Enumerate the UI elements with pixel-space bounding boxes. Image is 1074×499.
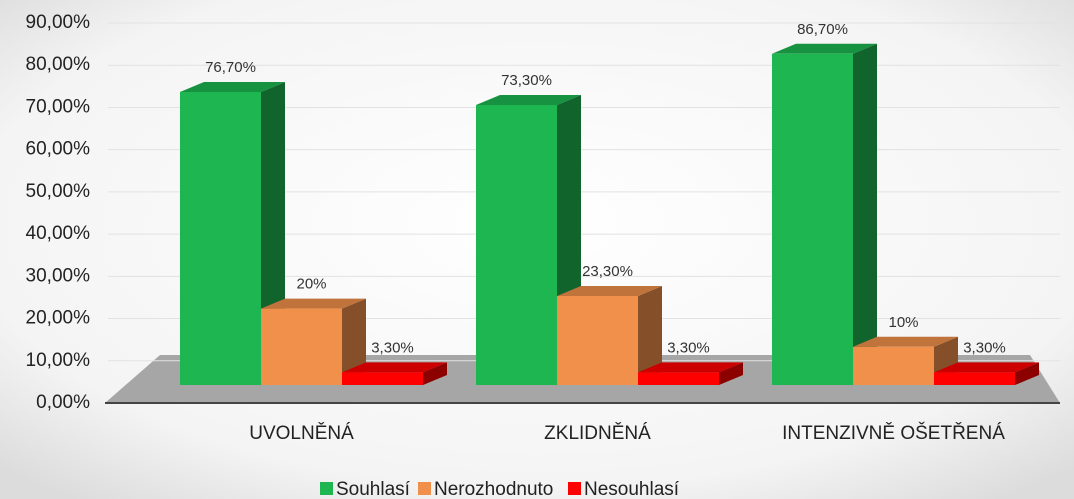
bar-side <box>1015 362 1039 385</box>
bar <box>476 104 557 385</box>
bar-top <box>934 362 1039 373</box>
bar-top <box>476 94 581 105</box>
value-label: 76,70% <box>205 59 256 76</box>
value-label: 23,30% <box>582 263 633 280</box>
bar <box>180 92 261 386</box>
y-tick-label: 40,00% <box>26 223 91 244</box>
y-tick-label: 90,00% <box>26 12 91 33</box>
bar <box>261 308 342 385</box>
legend-label: Nesouhlasí <box>584 479 680 499</box>
bar-top <box>853 336 958 347</box>
legend-label: Souhlasí <box>336 479 411 499</box>
bar-side <box>719 362 743 385</box>
bar-top <box>772 43 877 54</box>
legend-swatch <box>320 482 333 495</box>
x-tick-label: UVOLNĚNÁ <box>249 422 354 444</box>
x-tick-label: ZKLIDNĚNÁ <box>544 422 651 444</box>
legend-swatch <box>568 482 581 495</box>
y-tick-label: 50,00% <box>26 181 91 202</box>
x-tick-label: INTENZIVNĚ OŠETŘENÁ <box>782 422 1005 444</box>
bar-top <box>557 285 662 296</box>
bar <box>557 295 638 385</box>
y-tick-label: 0,00% <box>36 392 90 413</box>
legend-label: Nerozhodnuto <box>434 479 553 499</box>
value-label: 3,30% <box>963 339 1006 356</box>
bar-top <box>261 298 366 309</box>
value-label: 20% <box>296 276 326 293</box>
bar <box>772 53 853 385</box>
bar-side <box>853 43 877 385</box>
value-label: 10% <box>888 314 918 331</box>
bar-side <box>342 298 366 385</box>
bar-side <box>423 362 447 385</box>
y-tick-label: 60,00% <box>26 139 91 160</box>
bar-top <box>638 362 743 373</box>
bar <box>638 372 719 385</box>
bar <box>342 372 423 385</box>
bar <box>853 346 934 385</box>
y-tick-label: 70,00% <box>26 96 91 117</box>
y-tick-label: 80,00% <box>26 54 91 75</box>
bar-top <box>342 362 447 373</box>
bar-top <box>180 82 285 93</box>
value-label: 86,70% <box>797 21 848 38</box>
legend-swatch <box>418 482 431 495</box>
value-label: 73,30% <box>501 72 552 89</box>
value-label: 3,30% <box>371 339 414 356</box>
bar <box>934 372 1015 385</box>
y-tick-label: 10,00% <box>26 350 91 371</box>
value-label: 3,30% <box>667 339 710 356</box>
y-tick-label: 30,00% <box>26 265 91 286</box>
bar-side <box>638 285 662 385</box>
y-tick-label: 20,00% <box>26 308 91 329</box>
